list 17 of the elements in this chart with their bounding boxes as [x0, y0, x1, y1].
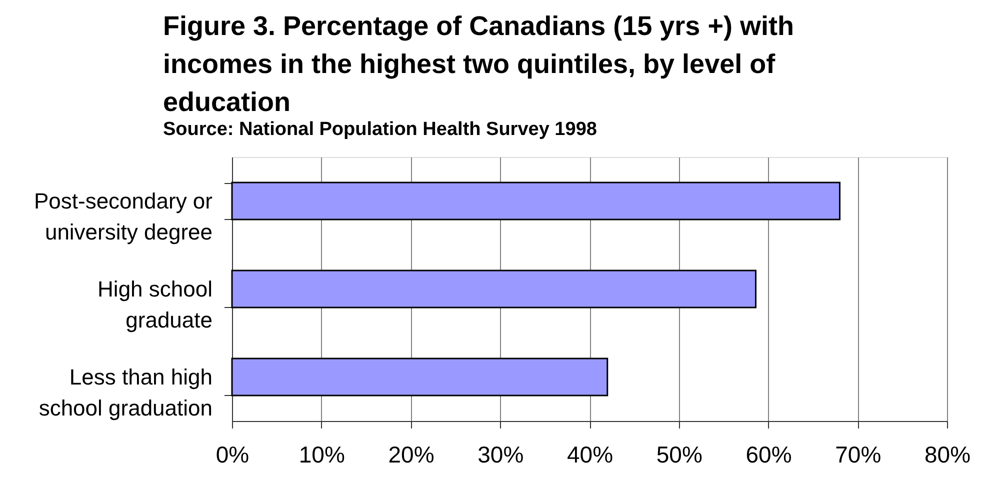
chart-subtitle: Source: National Population Health Survey 1998 — [163, 119, 597, 140]
x-tick-label: 50% — [656, 442, 702, 468]
bar — [231, 358, 608, 396]
x-tick-label: 70% — [835, 442, 882, 468]
bar — [231, 182, 840, 220]
x-tick-label: 60% — [746, 442, 792, 468]
bar — [231, 270, 756, 308]
y-tick-label: Less than high school graduation — [38, 364, 212, 420]
x-tick-label: 80% — [924, 442, 971, 468]
x-tick-label: 40% — [566, 442, 614, 468]
x-tick-label: 10% — [298, 442, 345, 468]
x-tick-label: 20% — [388, 442, 434, 468]
x-tick-label: 0% — [216, 442, 250, 468]
chart-title: Figure 3. Percentage of Canadians (15 yrs +) with incomes in the highest two quintiles, by level of education — [163, 11, 794, 117]
y-tick-label: High school graduate — [98, 276, 212, 332]
y-tick-label: Post-secondary or university degree — [34, 188, 212, 244]
x-tick-label: 30% — [478, 442, 524, 468]
